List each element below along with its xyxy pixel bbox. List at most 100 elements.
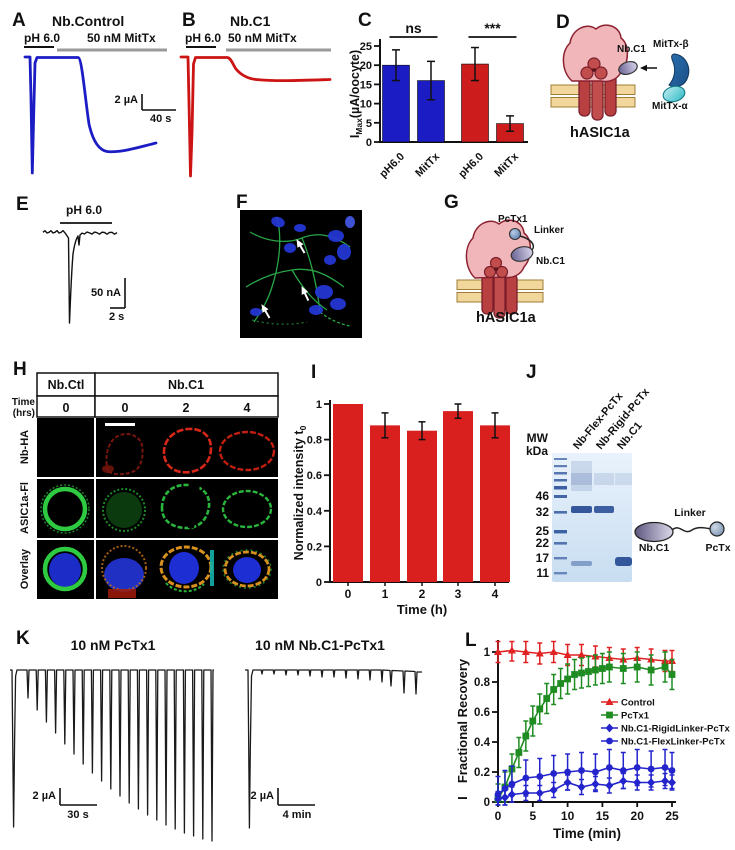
mw-25: 25 <box>536 524 550 538</box>
svg-text:IMax(µA/oocyte): IMax(µA/oocyte) <box>348 50 364 138</box>
pctx1-sphere <box>508 227 522 241</box>
ph-bar-label: pH 6.0 <box>24 31 60 45</box>
panel-D: D Nb.C1 MitTx-β MitTx-α hASIC1a <box>550 12 690 141</box>
panel-E-label: E <box>16 194 29 215</box>
fusion-pctx-label: PcTx <box>705 542 730 554</box>
svg-text:Fractional Recovery: Fractional Recovery <box>455 658 470 783</box>
trace-left-title: 10 nM PcTx1 <box>71 637 156 653</box>
scale-time-label-right: 4 min <box>283 809 312 821</box>
svg-text:15: 15 <box>596 809 610 823</box>
fusion-linker-label: Linker <box>674 507 706 519</box>
panel-G-label: G <box>444 192 459 213</box>
scale-amp-label-left: 2 µA <box>33 790 57 802</box>
nanobody-ellipse <box>510 246 534 262</box>
svg-text:10: 10 <box>561 809 575 823</box>
scale-time-label: 2 s <box>109 311 124 323</box>
time-value: 4 <box>244 401 251 415</box>
svg-text:1: 1 <box>316 399 322 411</box>
panel-A-label: A <box>12 10 26 31</box>
svg-text:0.6: 0.6 <box>307 470 322 482</box>
svg-text:MitTx: MitTx <box>413 150 442 179</box>
svg-text:1: 1 <box>382 587 389 601</box>
current-trace-red <box>179 55 332 178</box>
time-label-1: Time <box>12 397 36 408</box>
channel-ecd <box>562 24 629 83</box>
drug-bar-label: 50 nM MitTx <box>228 31 297 45</box>
svg-text:0: 0 <box>366 137 372 149</box>
nbc1-pctx1-trace <box>245 669 422 829</box>
channel-tm-domains <box>578 73 617 121</box>
panel-K-label: K <box>16 628 30 649</box>
panel-I-label: I <box>311 362 316 383</box>
svg-text:pH6.0: pH6.0 <box>456 151 486 181</box>
svg-text:Control: Control <box>621 698 655 709</box>
micrograph-row-overlay <box>37 540 278 599</box>
pointer-arrows <box>261 239 310 319</box>
svg-text:0: 0 <box>316 577 322 589</box>
gel-image <box>552 453 632 582</box>
channel-subunits <box>483 256 509 279</box>
svg-text:0.4: 0.4 <box>307 506 323 518</box>
linker-label: Linker <box>534 225 564 236</box>
micrograph-row-asic1a <box>37 479 278 538</box>
mw-17: 17 <box>536 551 550 565</box>
panel-F: F <box>236 192 362 338</box>
scale-amp-label-right: 2 µA <box>251 790 275 802</box>
panel-K: K 10 nM PcTx1 10 nM Nb.C1-PcTx1 2 µA 30 … <box>10 628 422 842</box>
panel-D-label: D <box>556 12 570 33</box>
panel-B-label: B <box>182 10 196 31</box>
panel-B-title: Nb.C1 <box>230 13 271 29</box>
svg-text:pH6.0: pH6.0 <box>377 151 407 181</box>
row-label-asic1afl: ASIC1a-Fl <box>19 482 31 534</box>
binding-arrow <box>640 64 657 72</box>
time-value: 0 <box>122 401 129 415</box>
svg-text:Nb.C1-FlexLinker-PcTx: Nb.C1-FlexLinker-PcTx <box>621 737 726 748</box>
mw-22: 22 <box>536 536 550 550</box>
channel-name: hASIC1a <box>570 125 631 141</box>
scale-bar <box>105 423 135 426</box>
fusion-linker-line <box>671 526 712 533</box>
nb-c1-label: Nb.C1 <box>536 256 565 267</box>
drug-bar-label: 50 nM MitTx <box>87 31 156 45</box>
time-value: 0 <box>63 401 70 415</box>
svg-text:0: 0 <box>345 587 352 601</box>
mw-32: 32 <box>536 505 550 519</box>
channel-subunits <box>580 57 608 80</box>
panel-I-bar-chart: I 0 0.2 0.4 0.6 0.8 1 0 1 2 3 4 Time (h) Normalized … <box>292 362 510 617</box>
svg-text:0: 0 <box>495 809 502 823</box>
svg-text:I: I <box>455 796 470 800</box>
svg-text:Time (min): Time (min) <box>553 826 621 841</box>
col-header-nbc1: Nb.C1 <box>168 378 204 392</box>
row-label-overlay: Overlay <box>19 548 31 589</box>
svg-text:3: 3 <box>455 587 462 601</box>
svg-text:10: 10 <box>360 99 372 111</box>
svg-text:MitTx: MitTx <box>492 150 521 179</box>
time-cell-c1 <box>94 395 279 418</box>
nuclei <box>250 216 355 316</box>
svg-text:25: 25 <box>665 809 679 823</box>
panel-J: J Nb-Flex-PcTx Nb-Rigid-PcTx Nb.C1 MW kD… <box>526 362 731 582</box>
mw-11: 11 <box>536 566 549 580</box>
trace-right-title: 10 nM Nb.C1-PcTx1 <box>255 637 385 653</box>
svg-text:0.2: 0.2 <box>474 767 490 779</box>
svg-text:0.6: 0.6 <box>474 707 490 719</box>
panel-J-label: J <box>526 362 537 383</box>
mw-label-2: kDa <box>526 444 548 458</box>
current-trace-blue <box>23 55 158 175</box>
svg-text:0.8: 0.8 <box>307 435 322 447</box>
svg-text:15: 15 <box>360 79 372 91</box>
fusion-nb-ellipse <box>634 521 674 543</box>
scale-time-label: 40 s <box>150 113 171 125</box>
svg-text:Time (h): Time (h) <box>397 602 447 617</box>
nb-c1-label: Nb.C1 <box>617 44 646 55</box>
fusion-pctx-sphere <box>709 521 725 537</box>
panel-A: A Nb.Control pH 6.0 50 nM MitTx 2 µA 40 … <box>12 10 176 175</box>
svg-text:0.2: 0.2 <box>307 541 322 553</box>
panel-L-label: L <box>465 630 477 651</box>
svg-text:0.4: 0.4 <box>474 737 491 749</box>
fusion-nb-label: Nb.C1 <box>639 542 669 554</box>
time-label-2: (hrs) <box>13 408 35 419</box>
svg-text:20: 20 <box>360 60 372 72</box>
